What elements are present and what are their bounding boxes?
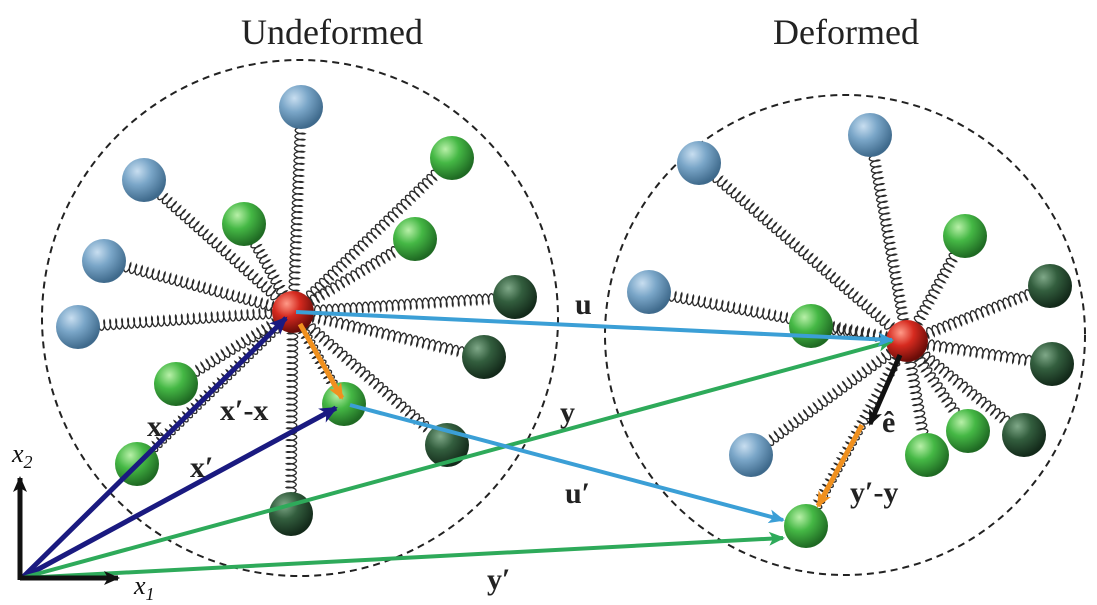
- neighbor-particle-green: [946, 409, 990, 453]
- spring-bond: [868, 154, 910, 321]
- spring-bond: [926, 289, 1032, 340]
- neighbor-particle-blue: [82, 239, 126, 283]
- neighbor-particle-blue: [848, 113, 892, 157]
- spring-bond: [288, 126, 307, 292]
- undeformed-particles: [56, 85, 537, 536]
- deformed-horizon: [604, 94, 1086, 576]
- neighbor-particle-green: [393, 217, 437, 261]
- neighbor-particle-blue: [627, 270, 671, 314]
- vector-x-prime: [20, 405, 338, 581]
- x1-axis-label: x1: [133, 571, 155, 604]
- label-x: x: [147, 410, 162, 443]
- neighbor-particle-green: [789, 304, 833, 348]
- neighbor-particle-green: [430, 136, 474, 180]
- neighbor-particle-dark: [1030, 342, 1074, 386]
- center-particle-deformed: [886, 320, 928, 362]
- coordinate-axes: x1 x2: [11, 439, 155, 604]
- vector-y: [21, 337, 894, 580]
- spring-bond: [712, 175, 895, 330]
- vector-labels: x x′ x′-x u y u′ y′ y′-y ê: [147, 288, 898, 596]
- neighbor-particle-blue: [279, 85, 323, 129]
- label-y-prime-minus-y: y′-y: [850, 476, 898, 509]
- label-x-prime: x′: [190, 451, 213, 484]
- neighbor-particle-blue: [122, 158, 166, 202]
- undeformed-horizon: [41, 59, 559, 577]
- spring-bond: [311, 311, 465, 358]
- undeformed-springs: [97, 126, 496, 495]
- vectors: [20, 310, 903, 581]
- vector-x: [20, 316, 288, 580]
- label-e-hat: ê: [882, 406, 895, 439]
- deformed-particles: [627, 113, 1074, 548]
- spring-bond: [913, 357, 960, 415]
- vector-y-prime: [21, 531, 785, 580]
- label-y-prime: y′: [487, 563, 510, 596]
- label-x-prime-minus-x: x′-x: [220, 394, 268, 427]
- spring-bond: [913, 252, 958, 326]
- neighbor-particle-highlighted: [784, 504, 828, 548]
- undeformed-title: Undeformed: [241, 12, 423, 52]
- spring-bond: [767, 348, 892, 447]
- spring-bond: [284, 332, 299, 495]
- neighbor-particle-dark: [1028, 264, 1072, 308]
- spring-bond: [97, 306, 273, 332]
- spring-bond: [123, 261, 275, 312]
- vector-e-hat: [867, 354, 903, 426]
- neighbor-particle-blue: [677, 141, 721, 185]
- spring-bond: [304, 323, 434, 433]
- neighbor-particle-green: [943, 214, 987, 258]
- neighbor-particle-dark: [1002, 413, 1046, 457]
- label-u-prime: u′: [565, 477, 590, 510]
- label-u: u: [575, 288, 592, 321]
- spring-bond: [313, 292, 496, 317]
- spring-bond: [904, 361, 929, 436]
- spring-bond: [309, 246, 398, 307]
- spring-bond: [192, 317, 277, 377]
- neighbor-particle-dark: [462, 335, 506, 379]
- neighbor-particle-dark: [493, 275, 537, 319]
- neighbor-particle-green: [154, 362, 198, 406]
- neighbor-particle-green: [222, 202, 266, 246]
- vector-u: [295, 310, 894, 347]
- neighbor-particle-blue: [56, 305, 100, 349]
- x2-axis-label: x2: [11, 439, 33, 472]
- label-y: y: [560, 396, 575, 429]
- vector-x-prime-minus-x: [297, 322, 345, 400]
- spring-bond: [305, 169, 438, 302]
- neighbor-particle-blue: [729, 433, 773, 477]
- neighbor-particle-green: [905, 433, 949, 477]
- spring-bond: [250, 241, 289, 295]
- vector-u-prime: [349, 403, 785, 524]
- vector-y-prime-minus-y: [815, 423, 865, 508]
- spring-bond: [668, 290, 888, 343]
- deformed-title: Deformed: [773, 12, 919, 52]
- spring-bond: [157, 192, 282, 301]
- spring-bond: [919, 351, 1011, 424]
- neighbor-particle-highlighted: [322, 382, 366, 426]
- spring-bond: [926, 339, 1033, 367]
